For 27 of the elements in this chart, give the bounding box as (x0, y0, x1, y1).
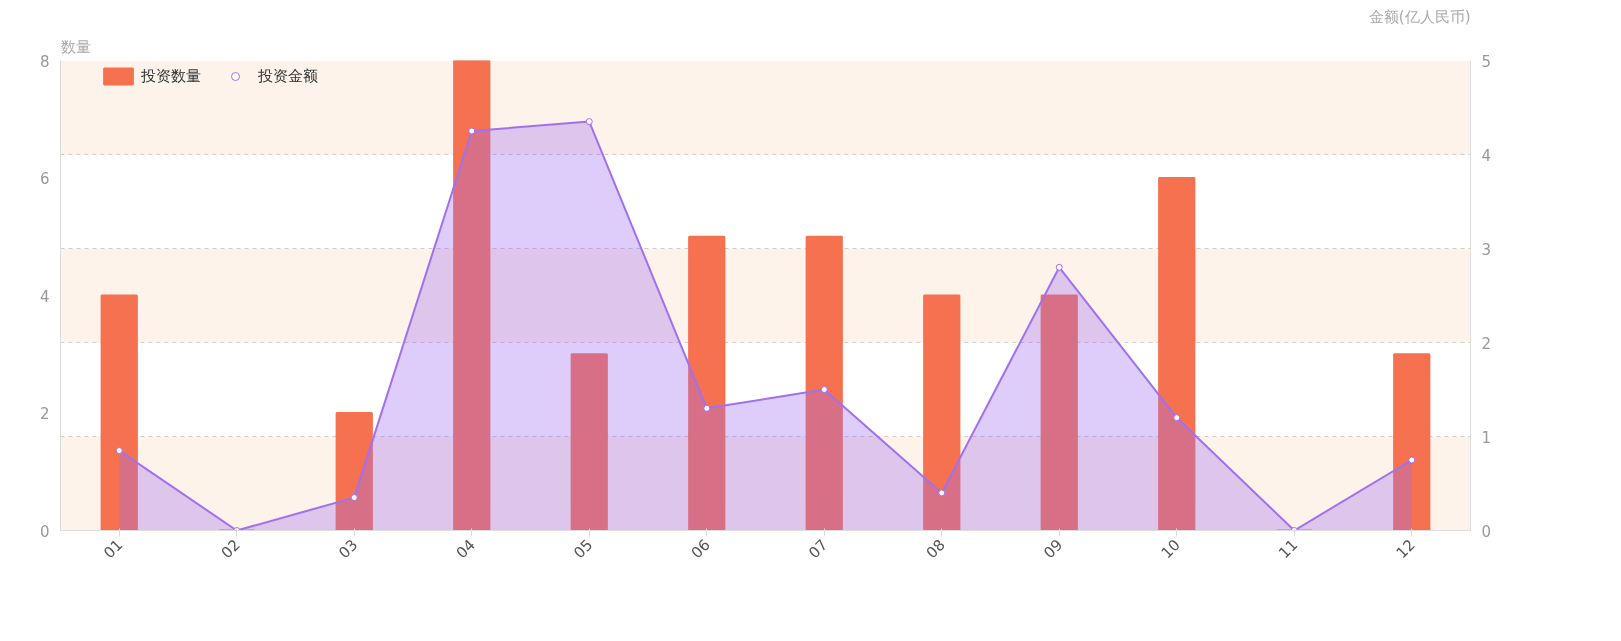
x-tick-label: 08 (922, 535, 949, 563)
y2-tick-label: 0 (1481, 522, 1492, 541)
y-tick-label: 0 (39, 522, 50, 541)
x-tick-label: 12 (1392, 535, 1419, 563)
y-tick-label: 8 (39, 52, 50, 71)
legend-label: 投资数量 (141, 66, 201, 86)
x-tick-label: 10 (1157, 535, 1184, 563)
y2-axis-title: 金额(亿人民币) (1368, 7, 1471, 26)
x-tick-label: 09 (1040, 535, 1067, 563)
y2-tick-label: 5 (1481, 52, 1492, 71)
x-tick-label: 06 (687, 535, 714, 563)
y2-tick-label: 4 (1481, 146, 1492, 165)
x-tick-label: 04 (452, 535, 479, 563)
y-tick-label: 6 (39, 170, 50, 188)
y-tick-label: 2 (39, 405, 50, 423)
y-axis-title: 数量 (60, 37, 91, 56)
legend-label: 投资金额 (258, 66, 318, 86)
x-tick-label: 01 (100, 535, 127, 563)
y2-tick-label: 2 (1481, 334, 1492, 353)
x-tick-label: 07 (805, 535, 832, 563)
x-tick-label: 05 (570, 535, 597, 563)
x-tick-label: 03 (335, 535, 362, 563)
x-tick-label: 11 (1275, 535, 1302, 563)
y-tick-label: 4 (39, 287, 50, 306)
y2-tick-label: 3 (1481, 240, 1492, 259)
x-tick-label: 02 (217, 535, 244, 563)
y2-tick-label: 1 (1481, 428, 1492, 447)
